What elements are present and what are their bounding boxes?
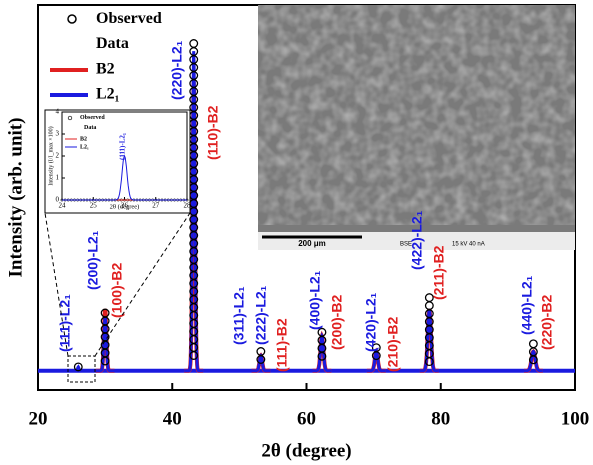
observed-point — [256, 355, 266, 364]
peak-label: (211)-B2 — [431, 245, 447, 300]
observed-point — [424, 357, 434, 367]
inset-legend-label: Observed Data — [80, 115, 105, 131]
inset-y-tick-label: 1 — [56, 174, 60, 182]
peak-label: (220)-B2 — [539, 295, 555, 350]
x-tick-label: 80 — [431, 408, 450, 429]
x-tick-label: 40 — [163, 408, 182, 429]
peak-label: (111)-L2₁ — [57, 294, 73, 352]
inset-x-tick-label: 27 — [152, 202, 160, 210]
peak-label: (210)-B2 — [385, 317, 401, 372]
scale-label: 200 μm — [298, 239, 326, 248]
peak-label: (200)-B2 — [329, 295, 345, 350]
micrograph-texture — [258, 5, 575, 225]
legend: Observed Data B2 L2₁ — [50, 10, 162, 103]
legend-label: B2 — [96, 61, 115, 78]
conditions-label: 15 kV 40 nA — [452, 242, 485, 248]
peak-label: (440)-L2₁ — [519, 275, 535, 335]
legend-label: Observed Data — [96, 10, 162, 52]
legend-marker — [67, 14, 77, 24]
inset-y-tick-label: 4 — [56, 108, 60, 116]
inset-legend-marker — [67, 115, 73, 121]
observed-point — [424, 301, 434, 311]
inset-x-label: 2θ (degree) — [110, 203, 140, 210]
inset-legend-label: L2₁ — [80, 144, 89, 150]
peak-label: (200)-L2₁ — [85, 230, 101, 290]
x-axis-label: 2θ (degree) — [261, 440, 351, 461]
zoom-link — [94, 212, 191, 357]
zoom-box — [67, 355, 96, 383]
observed-point — [528, 355, 538, 365]
peak-curve — [184, 51, 204, 373]
inset-curve — [62, 154, 187, 201]
legend-label-line: Observed — [96, 10, 162, 27]
legend-label-line: Data — [96, 35, 129, 52]
observed-point — [528, 339, 538, 349]
peak-label: (100)-B2 — [109, 263, 125, 318]
peak-label: (111)-B2 — [274, 318, 290, 372]
inset-y-tick-label: 0 — [56, 196, 60, 204]
inset-peak-label: (111)-L2₁ — [119, 133, 127, 160]
x-tick-label: 20 — [29, 408, 48, 429]
inset-x-tick-label: 25 — [90, 202, 98, 210]
inset-y-tick-label: 3 — [56, 130, 60, 138]
x-tick-label: 100 — [561, 408, 590, 429]
inset-y-tick-label: 2 — [56, 152, 60, 160]
inset-legend-label: B2 — [80, 136, 87, 142]
inset-x-tick-label: 28 — [184, 202, 192, 210]
inset-x-tick-label: 26 — [121, 202, 129, 210]
peak-label: (311)-L2₁ — [231, 286, 247, 345]
peak-label: (110)-B2 — [205, 105, 221, 160]
peak-label: (420)-L2₁ — [363, 292, 379, 352]
observed-point — [100, 356, 110, 366]
peak-curve — [524, 349, 543, 373]
inset-y-label: Intensity (I/I_max ×100) — [47, 126, 54, 185]
peak-curve — [68, 364, 88, 373]
legend-label: L2₁ — [96, 86, 120, 103]
observed-point — [189, 351, 199, 360]
peak-label: (400)-L2₁ — [307, 270, 323, 330]
peak-label: (222)-L2₁ — [253, 285, 269, 345]
micrograph: 200 μm BSE 15 kV 40 nA — [258, 5, 575, 250]
peak-label: (422)-L2₁ — [409, 210, 425, 270]
x-tick-label: 60 — [297, 408, 316, 429]
observed-point — [371, 351, 381, 361]
inset-legend-label-line: Data — [84, 125, 96, 131]
observed-point — [73, 362, 83, 372]
inset-x-tick-label: 24 — [59, 202, 67, 210]
zoom-link — [44, 212, 69, 357]
observed-point — [317, 351, 327, 361]
mode-label: BSE — [400, 242, 412, 248]
inset-frame — [44, 109, 191, 214]
peak-label: (220)-L2₁ — [169, 40, 185, 100]
observed-point — [189, 39, 199, 48]
y-axis-label: Intensity (arb. unit) — [5, 118, 26, 278]
inset-legend-label-line: Observed — [80, 115, 105, 121]
